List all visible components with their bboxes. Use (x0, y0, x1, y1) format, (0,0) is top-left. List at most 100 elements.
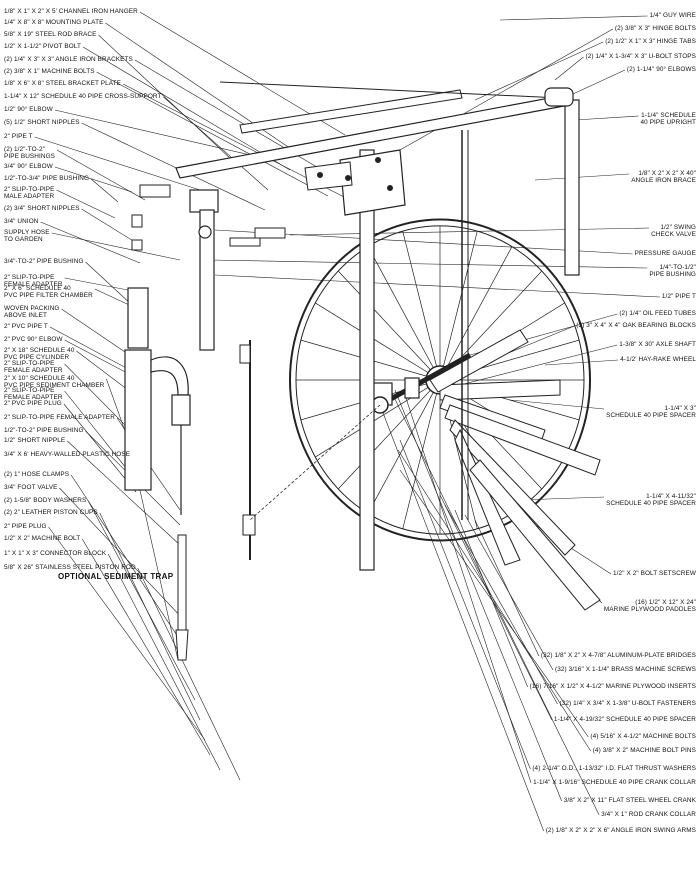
left-label: 2" X 18" SCHEDULE 40 PVC PIPE CYLINDER (4, 347, 75, 362)
left-label: 3/4"-TO-2" PIPE BUSHING (4, 258, 84, 265)
leader-line (67, 440, 181, 546)
left-label: 1/2" 90° ELBOW (4, 106, 53, 113)
leader-line (474, 519, 540, 657)
leader-line (99, 512, 201, 721)
oak-bearing-block (404, 377, 420, 399)
pipe-t (189, 189, 219, 213)
leader-line (81, 208, 136, 243)
left-label: (2) 3/4" SHORT NIPPLES (4, 205, 80, 212)
leader-line (509, 399, 605, 410)
right-label: 1/4" GUY WIRE (649, 12, 696, 19)
leader-line (61, 308, 126, 353)
wheel-spoke (367, 246, 441, 381)
left-label: 2" PIPE PLUG (4, 523, 47, 530)
right-label: 1/4"-TO-1/2" PIPE BUSHING (649, 264, 696, 279)
plastic-hose (177, 534, 187, 631)
left-label: 2" SLIP-TO-PIPE MALE ADAPTER (4, 186, 55, 201)
right-label: (4) 5/16" X 4-1/2" MACHINE BOLTS (590, 733, 696, 740)
parts-illustration (124, 81, 601, 661)
right-label: 3/8" X 2" X 11" FLAT STEEL WHEEL CRANK (563, 797, 696, 804)
plywood-paddle (429, 329, 529, 393)
leader-line (59, 487, 185, 621)
right-label: (16) 7/16" X 1/2" X 4-1/2" MARINE PLYWOO… (529, 683, 696, 690)
right-label: (2) 1-1/4" 90° ELBOWS (626, 66, 696, 73)
leader-line (98, 34, 233, 161)
bracket-plate (304, 161, 353, 191)
pvc-cylinder-joint (171, 394, 191, 426)
left-label: 1/4" X 8" X 8" MOUNTING PLATE (4, 19, 104, 26)
right-label: (32) 3/16" X 1-1/4" BRASS MACHINE SCREWS (554, 666, 696, 673)
left-label: 1/2" X 1-1/2" PIVOT BOLT (4, 43, 82, 50)
leader-line (379, 404, 544, 832)
left-label: 1/8" X 1" X 2" X 5' CHANNEL IRON HANGER (4, 8, 138, 15)
leader-line (404, 394, 532, 784)
right-label: 1/2" SWING CHECK VALVE (651, 224, 696, 239)
right-label: 1-3/8" X 30" AXLE SHAFT (619, 341, 696, 348)
plywood-paddle (439, 379, 561, 401)
left-label: 3/4" FOOT VALVE (4, 484, 58, 491)
leader-line (40, 221, 141, 264)
plywood-paddle (449, 419, 576, 556)
right-label: (2) 3" X 4" X 4" OAK BEARING BLOCKS (576, 322, 696, 329)
right-label: 1/8" X 2" X 2" X 40" ANGLE IRON BRACE (631, 170, 696, 185)
right-label: 1-1/4" X 4-11/32" SCHEDULE 40 PIPE SPACE… (606, 493, 696, 508)
left-label: 2" SLIP-TO-PIPE FEMALE ADAPTER (4, 274, 63, 289)
bolt (387, 185, 393, 191)
leader-line (519, 496, 605, 501)
bolt (317, 172, 323, 178)
guy-wire (219, 81, 561, 99)
elbow-3-4 (139, 184, 171, 198)
left-label: 3/4" UNION (4, 218, 39, 225)
wheel-spoke (402, 231, 441, 381)
pvc-filter-chamber (127, 287, 149, 349)
leader-line (88, 500, 196, 701)
left-label: 2" X 10" SCHEDULE 40 PVC PIPE SEDIMENT C… (4, 375, 105, 390)
left-label: 2" X 6" SCHEDULE 40 PVC PIPE FILTER CHAM… (4, 285, 93, 300)
left-label: (2) 1" HOSE CLAMPS (4, 471, 70, 478)
left-label: 1/2"-TO-3/4" PIPE BUSHING (4, 175, 90, 182)
leader-line (64, 363, 129, 429)
leader-line (64, 390, 135, 479)
leader-line (459, 344, 618, 386)
left-label: 5/8" X 26" STAINLESS STEEL PISTON ROD (4, 564, 136, 571)
leader-line (96, 71, 329, 197)
union (131, 239, 143, 251)
leader-line (574, 115, 639, 121)
right-label: (2) 1/2" X 1" X 3" HINGE TABS (605, 38, 696, 45)
right-label: 4-1/2' HAY-RAKE WHEEL (620, 356, 696, 363)
right-label: PRESSURE GAUGE (634, 250, 696, 257)
swing-check-valve (254, 227, 286, 239)
right-label: 1/2" PIPE T (661, 293, 696, 300)
plywood-paddle (469, 459, 601, 611)
right-label: 1-1/4" X 1-9/16" SCHEDULE 40 PIPE CRANK … (533, 779, 696, 786)
pipe-upright (359, 149, 375, 571)
short-nipple (229, 237, 261, 247)
left-label: 2" PVC PIPE T (4, 323, 48, 330)
mounting-plate (339, 149, 406, 216)
bolt (345, 175, 351, 181)
leader-line (34, 136, 201, 191)
pvc-sediment-chamber (124, 349, 152, 491)
wheel-spoke (367, 379, 441, 514)
left-label: 2" SLIP-TO-PIPE FEMALE ADAPTER (4, 360, 63, 375)
left-label: 1/2" SHORT NIPPLE (4, 437, 66, 444)
pipe-bushing (131, 214, 143, 228)
leader-line (137, 567, 241, 781)
leader-line (474, 41, 604, 101)
leader-line (54, 109, 273, 161)
leader-line (464, 514, 554, 671)
piston-cup (242, 514, 256, 536)
wheel-spoke (439, 246, 513, 381)
left-label: 3/4" X 6' HEAVY-WALLED PLASTIC HOSE (4, 451, 131, 458)
leader-line (48, 526, 206, 741)
right-label: 1-1/4" X 3" SCHEDULE 40 PIPE SPACER (606, 405, 696, 420)
leader-line (214, 274, 660, 298)
sediment-trap-caption: OPTIONAL SEDIMENT TRAP (58, 572, 174, 581)
left-label: (2) 2" LEATHER PISTON CUPS (4, 509, 98, 516)
right-label: 1/2" X 2" BOLT SETSCREW (613, 570, 696, 577)
leader-line (209, 259, 648, 269)
right-label: (32) 1/4" X 3/4" X 1-3/8" U-BOLT FASTENE… (559, 700, 696, 707)
left-label: 1-1/4" X 12" SCHEDULE 40 PIPE CROSS-SUPP… (4, 93, 162, 100)
leader-line (82, 46, 291, 171)
